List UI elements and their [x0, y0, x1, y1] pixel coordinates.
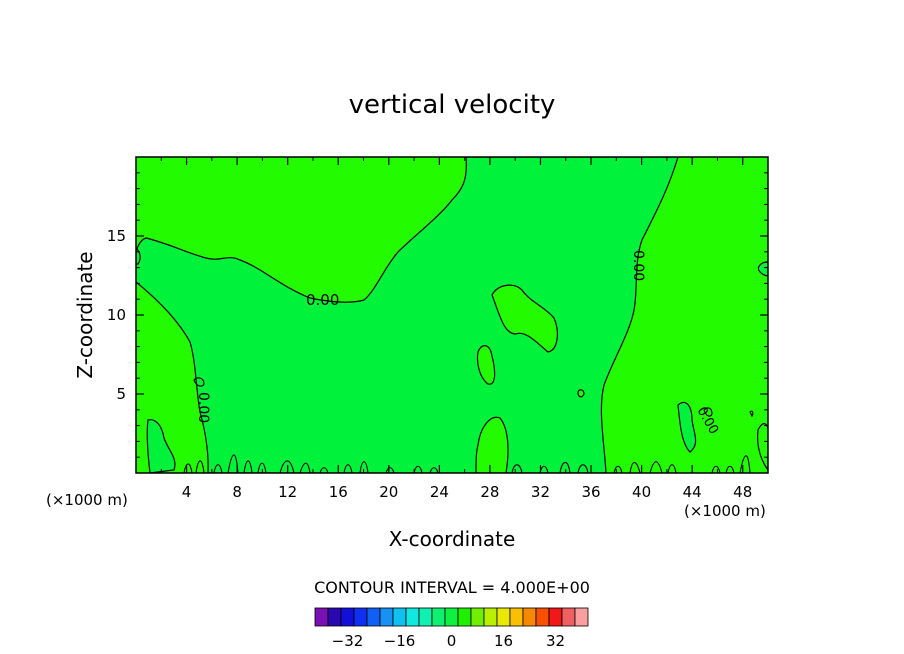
- y-tick-label: 5: [116, 385, 126, 403]
- x-unit-left: (×1000 m): [46, 491, 128, 509]
- colorbar-swatch: [535, 607, 550, 627]
- x-tick-label: 44: [683, 483, 702, 501]
- colorbar-swatch: [509, 607, 524, 627]
- chart-title: vertical velocity: [349, 90, 556, 120]
- colorbar: [314, 607, 589, 627]
- x-tick-label: 36: [581, 483, 600, 501]
- island-upward-2: [476, 345, 496, 385]
- colorbar-swatch: [340, 607, 355, 627]
- island-upward-1: [491, 284, 558, 353]
- patch-right-edge: [757, 423, 768, 472]
- colorbar-swatch: [431, 607, 446, 627]
- contour-label-right: 0.00: [630, 250, 646, 281]
- x-tick-label: 12: [278, 483, 297, 501]
- patch-downward-left: [146, 419, 176, 473]
- x-tick-label: 24: [430, 483, 449, 501]
- x-axis-ticks: 4 8 12 16 20 24 28 32 36 40 44 48: [160, 157, 752, 501]
- colorbar-swatch: [574, 607, 589, 627]
- island-upward-4: [577, 389, 585, 398]
- contour-label-top: 0.00: [306, 291, 339, 309]
- colorbar-swatch: [483, 607, 498, 627]
- island-upward-3: [475, 416, 509, 473]
- colorbar-swatch: [418, 607, 433, 627]
- x-tick-label: 40: [632, 483, 651, 501]
- colorbar-swatch: [379, 607, 394, 627]
- x-tick-label: 8: [232, 483, 242, 501]
- contour-interval-text: CONTOUR INTERVAL = 4.000E+00: [314, 578, 590, 597]
- colorbar-swatch: [327, 607, 342, 627]
- x-axis-label: X-coordinate: [389, 527, 516, 551]
- colorbar-tick-label: −16: [384, 632, 416, 650]
- x-tick-label: 20: [379, 483, 398, 501]
- colorbar-swatch: [405, 607, 420, 627]
- colorbar-swatch: [522, 607, 537, 627]
- x-tick-label: 16: [329, 483, 348, 501]
- y-axis-ticks: 5 10 15: [107, 172, 768, 458]
- colorbar-tick-label: −32: [332, 632, 364, 650]
- patch-downward-right: [677, 401, 697, 453]
- colorbar-swatch: [457, 607, 472, 627]
- colorbar-swatch: [366, 607, 381, 627]
- colorbar-swatch: [353, 607, 368, 627]
- x-tick-label: 48: [733, 483, 752, 501]
- x-unit-right: (×1000 m): [684, 502, 766, 520]
- colorbar-swatch: [392, 607, 407, 627]
- contour-label-left: 0.00: [195, 392, 211, 423]
- x-tick-label: 28: [480, 483, 499, 501]
- colorbar-swatch: [444, 607, 459, 627]
- colorbar-labels: −32 −16 0 16 32: [332, 632, 565, 650]
- colorbar-swatch: [470, 607, 485, 627]
- colorbar-swatch: [548, 607, 563, 627]
- y-axis-label: Z-coordinate: [73, 251, 97, 378]
- colorbar-tick-label: 32: [546, 632, 565, 650]
- x-tick-label: 4: [182, 483, 192, 501]
- x-tick-label: 32: [531, 483, 550, 501]
- surface-contour-wiggles: [183, 377, 754, 473]
- colorbar-swatch: [561, 607, 576, 627]
- colorbar-tick-label: 16: [494, 632, 513, 650]
- colorbar-tick-label: 0: [447, 632, 457, 650]
- colorbar-swatch: [496, 607, 511, 627]
- y-tick-label: 15: [107, 227, 126, 245]
- y-tick-label: 10: [107, 306, 126, 324]
- colorbar-swatch: [314, 607, 329, 627]
